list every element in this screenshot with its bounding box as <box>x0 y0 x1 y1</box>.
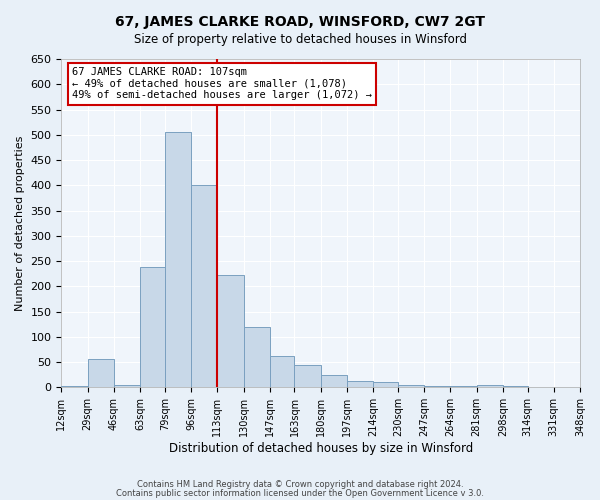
Bar <box>165 132 191 388</box>
Text: Size of property relative to detached houses in Winsford: Size of property relative to detached ho… <box>133 32 467 46</box>
Bar <box>476 385 503 388</box>
Bar <box>527 387 554 388</box>
Text: 67, JAMES CLARKE ROAD, WINSFORD, CW7 2GT: 67, JAMES CLARKE ROAD, WINSFORD, CW7 2GT <box>115 15 485 29</box>
X-axis label: Distribution of detached houses by size in Winsford: Distribution of detached houses by size … <box>169 442 473 455</box>
Bar <box>373 382 398 388</box>
Y-axis label: Number of detached properties: Number of detached properties <box>15 136 25 311</box>
Bar <box>140 267 165 388</box>
Bar <box>270 356 295 388</box>
Bar <box>244 326 270 388</box>
Bar <box>398 386 424 388</box>
Bar <box>217 275 244 388</box>
Bar <box>321 375 347 388</box>
Bar <box>191 186 217 388</box>
Bar <box>503 386 527 388</box>
Bar <box>424 386 451 388</box>
Bar <box>554 387 580 388</box>
Bar <box>88 358 114 388</box>
Bar <box>347 381 373 388</box>
Text: 67 JAMES CLARKE ROAD: 107sqm
← 49% of detached houses are smaller (1,078)
49% of: 67 JAMES CLARKE ROAD: 107sqm ← 49% of de… <box>72 67 372 100</box>
Bar <box>451 386 476 388</box>
Bar <box>114 386 140 388</box>
Text: Contains public sector information licensed under the Open Government Licence v : Contains public sector information licen… <box>116 488 484 498</box>
Bar <box>61 386 88 388</box>
Bar <box>295 364 321 388</box>
Text: Contains HM Land Registry data © Crown copyright and database right 2024.: Contains HM Land Registry data © Crown c… <box>137 480 463 489</box>
